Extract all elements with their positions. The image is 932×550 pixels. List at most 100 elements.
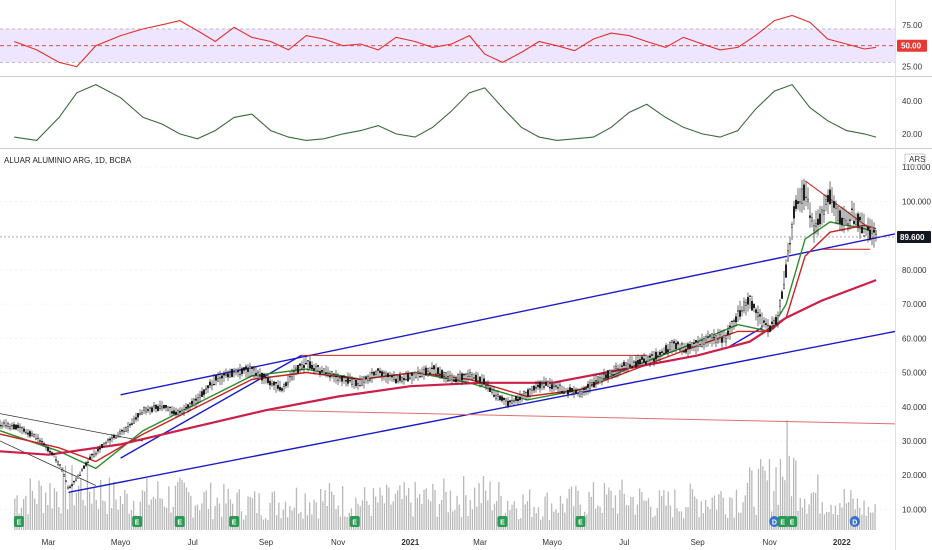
- price-bar-body: [371, 372, 373, 374]
- volume-bar: [150, 499, 152, 530]
- price-bar-body: [527, 389, 529, 397]
- price-bar-body: [683, 351, 685, 353]
- event-marker[interactable]: [13, 516, 24, 527]
- volume-bar: [764, 470, 766, 530]
- volume-bar: [738, 512, 740, 530]
- volume-bar: [735, 489, 738, 530]
- price-bar-body: [805, 196, 807, 199]
- volume-bar: [269, 502, 271, 530]
- event-marker[interactable]: [229, 516, 240, 527]
- volume-bar: [258, 493, 260, 530]
- price-bar-body: [735, 316, 737, 323]
- event-marker-label: E: [232, 520, 237, 527]
- trendline[interactable]: [68, 330, 896, 494]
- moving-average-ma-medium[interactable]: [0, 224, 877, 463]
- volume-bar: [456, 495, 458, 530]
- trendline[interactable]: [120, 354, 302, 459]
- volume-bar: [507, 500, 509, 530]
- price-bar-body: [189, 402, 191, 405]
- volume-bar: [108, 477, 111, 530]
- volume-bar: [223, 483, 225, 530]
- price-bar-body: [755, 309, 757, 313]
- price-bar-body: [729, 325, 731, 328]
- volume-bar: [67, 509, 69, 530]
- price-bar-body: [261, 372, 263, 381]
- trendline[interactable]: [0, 440, 96, 486]
- price-tick-label: 110.000: [902, 163, 931, 172]
- volume-bar: [229, 499, 232, 530]
- volume-bar: [130, 510, 133, 530]
- price-bar-body: [607, 370, 609, 379]
- event-marker[interactable]: [777, 516, 788, 527]
- price-bar-body: [179, 410, 181, 413]
- price-bar-body: [669, 342, 671, 350]
- price-bar-body: [25, 431, 27, 434]
- event-marker[interactable]: [174, 516, 185, 527]
- volume-bar: [148, 504, 150, 530]
- price-bar-body: [181, 409, 183, 414]
- volume-bar: [75, 492, 78, 530]
- price-bar-body: [739, 310, 741, 317]
- volume-bar: [724, 514, 727, 530]
- event-marker[interactable]: [849, 516, 860, 527]
- volume-bar: [60, 513, 62, 530]
- volume-bar: [773, 491, 775, 530]
- price-bar-body: [17, 424, 19, 429]
- volume-bar: [161, 498, 163, 530]
- price-bar-body: [621, 365, 623, 367]
- price-bar-body: [861, 226, 863, 234]
- volume-bar: [674, 489, 676, 530]
- volume-bar: [592, 482, 595, 530]
- rsi-line[interactable]: [14, 14, 877, 68]
- price-tick-label: 80.000: [902, 266, 927, 275]
- price-bar-body: [703, 338, 705, 345]
- price-bar-body: [503, 397, 505, 400]
- oscillator-line[interactable]: [14, 83, 877, 141]
- price-bar-body: [741, 310, 743, 312]
- moving-average-ma-short[interactable]: [0, 221, 877, 470]
- price-bar-body: [231, 369, 233, 377]
- price-bar-body: [57, 461, 59, 465]
- event-marker[interactable]: [349, 516, 360, 527]
- volume-bar: [568, 489, 570, 530]
- volume-bar: [784, 480, 786, 530]
- trendline[interactable]: [804, 180, 871, 230]
- volume-bar: [117, 509, 119, 530]
- price-bar-body: [249, 366, 251, 369]
- price-bar-body: [521, 395, 523, 399]
- event-marker[interactable]: [497, 516, 508, 527]
- volume-bar: [190, 495, 192, 530]
- volume-bar: [392, 501, 394, 530]
- volume-bar: [309, 502, 311, 530]
- trendline[interactable]: [0, 413, 144, 442]
- price-bar-body: [473, 377, 475, 379]
- oscillator-panel[interactable]: [14, 83, 877, 141]
- volume-bar: [315, 502, 317, 530]
- volume-bar: [707, 506, 709, 530]
- volume-bar: [163, 506, 166, 530]
- price-bar-body: [715, 335, 717, 343]
- event-marker[interactable]: [132, 516, 143, 527]
- event-marker[interactable]: [769, 516, 780, 527]
- event-marker[interactable]: [787, 516, 798, 527]
- rsi-panel[interactable]: [0, 14, 895, 68]
- price-bar-body: [155, 404, 157, 409]
- volume-bar: [280, 518, 282, 530]
- price-bar-body: [257, 371, 259, 377]
- price-bar-body: [437, 367, 439, 375]
- price-bar-body: [91, 454, 93, 456]
- price-bar-body: [137, 413, 139, 418]
- trendline[interactable]: [266, 409, 896, 425]
- price-bar-body: [341, 375, 343, 382]
- volume-bar: [31, 490, 34, 530]
- event-marker[interactable]: [575, 516, 586, 527]
- volume-bar: [806, 513, 808, 530]
- price-bar-body: [723, 335, 725, 338]
- volume-bar: [575, 485, 577, 530]
- volume-bar: [709, 509, 711, 530]
- price-bar-body: [707, 336, 709, 338]
- volume-bar: [194, 505, 196, 530]
